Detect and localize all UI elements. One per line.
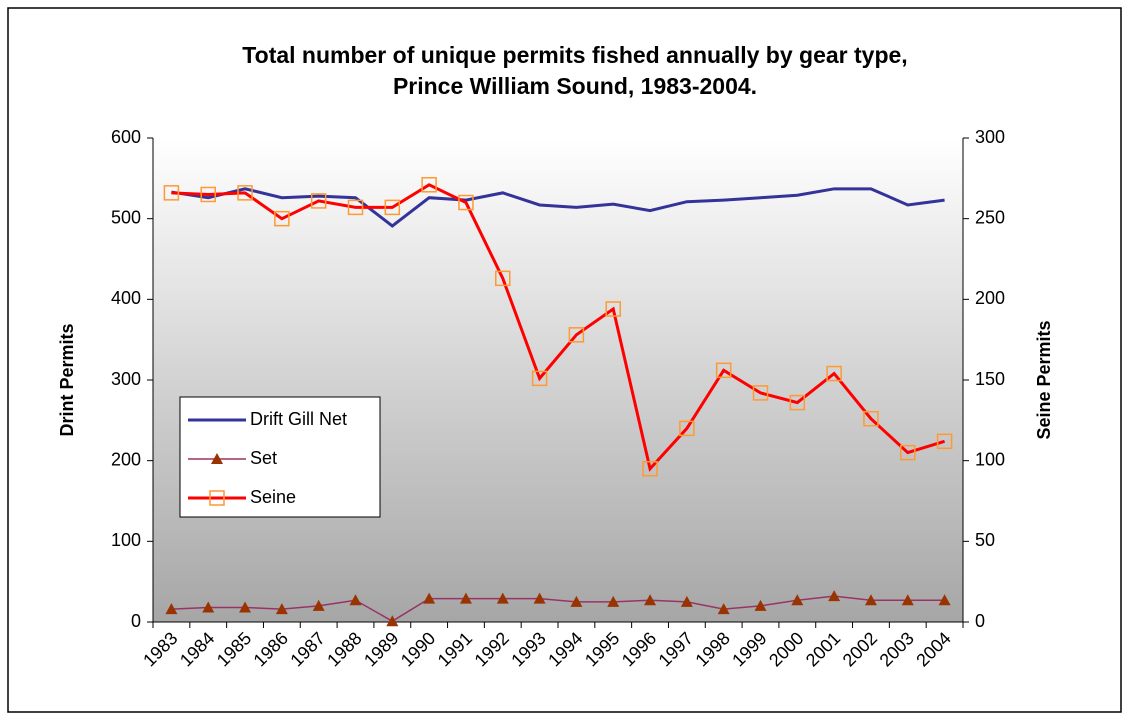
legend-label: Set (250, 448, 277, 468)
marker (938, 594, 951, 606)
marker (605, 301, 621, 317)
marker (644, 594, 657, 606)
marker (754, 599, 767, 611)
marker (568, 327, 585, 343)
series-line (171, 183, 946, 472)
marker (274, 210, 290, 227)
y2-tick-label: 50 (975, 530, 995, 550)
marker (349, 594, 362, 606)
y-tick-label: 600 (111, 127, 141, 147)
marker (211, 453, 223, 464)
marker (570, 595, 583, 607)
y-tick-label: 200 (111, 449, 141, 469)
marker (607, 595, 620, 607)
marker (791, 594, 804, 606)
y-axis-label: Drint Permits (57, 323, 77, 436)
marker (239, 601, 252, 613)
marker (496, 592, 509, 604)
marker (531, 370, 548, 387)
marker (717, 603, 730, 615)
y-tick-label: 500 (111, 207, 141, 227)
marker (200, 186, 216, 203)
marker (459, 592, 472, 604)
legend-label: Seine (250, 487, 296, 507)
marker (165, 603, 178, 615)
marker (679, 420, 695, 437)
marker (458, 194, 474, 211)
marker (680, 595, 693, 607)
marker (715, 362, 732, 379)
marker (312, 599, 325, 611)
marker (275, 603, 288, 615)
y2-tick-label: 150 (975, 369, 1005, 389)
marker (310, 193, 327, 209)
marker (864, 594, 877, 606)
marker (386, 615, 399, 627)
y2-tick-label: 200 (975, 288, 1005, 308)
marker (237, 185, 253, 201)
series-line (171, 187, 945, 228)
marker (642, 460, 658, 477)
chart-title: Prince William Sound, 1983-2004. (393, 73, 757, 99)
marker (347, 199, 364, 216)
legend-label: Drift Gill Net (250, 409, 347, 429)
marker (826, 365, 842, 382)
marker (752, 385, 769, 401)
y-tick-label: 300 (111, 369, 141, 389)
marker (900, 444, 916, 461)
marker (163, 185, 180, 201)
marker (202, 601, 215, 613)
y-tick-label: 100 (111, 530, 141, 550)
marker (901, 594, 914, 606)
y2-tick-label: 0 (975, 611, 985, 631)
y2-tick-label: 250 (975, 207, 1005, 227)
y2-axis-label: Seine Permits (1034, 320, 1054, 439)
marker (495, 270, 511, 287)
y2-tick-label: 300 (975, 127, 1005, 147)
marker (421, 177, 437, 193)
y2-tick-label: 100 (975, 449, 1005, 469)
y-tick-label: 400 (111, 288, 141, 308)
marker (209, 490, 225, 506)
marker (533, 592, 546, 604)
marker (936, 433, 953, 450)
marker (384, 199, 401, 216)
marker (789, 394, 806, 411)
marker (863, 410, 879, 427)
chart-title: Total number of unique permits fished an… (242, 42, 907, 68)
series-line (171, 595, 945, 623)
y-tick-label: 0 (131, 611, 141, 631)
marker (423, 592, 436, 604)
marker (828, 590, 841, 602)
